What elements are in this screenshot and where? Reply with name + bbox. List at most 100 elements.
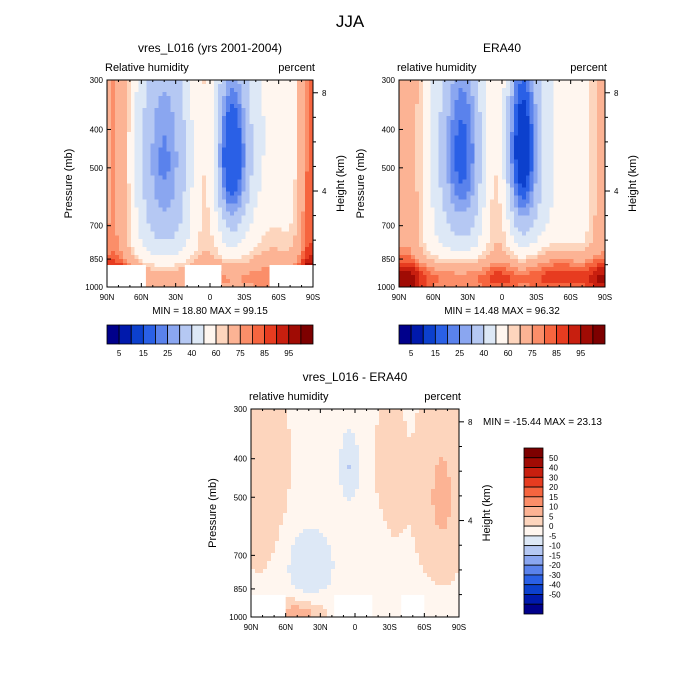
heatmap-cell — [162, 147, 168, 153]
heatmap-cell — [253, 143, 259, 149]
heatmap-cell — [146, 123, 152, 129]
heatmap-cell — [402, 239, 408, 244]
heatmap-cell — [577, 159, 582, 165]
heatmap-cell — [150, 143, 156, 149]
heatmap-cell — [593, 151, 598, 157]
heatmap-cell — [450, 207, 456, 212]
heatmap-cell — [577, 195, 582, 201]
heatmap-cell — [158, 259, 164, 264]
heatmap-cell — [430, 95, 436, 101]
heatmap-cell — [450, 167, 456, 173]
heatmap-cell — [154, 159, 160, 165]
heatmap-cell — [206, 203, 211, 208]
heatmap-cell — [217, 211, 223, 216]
heatmap-cell — [269, 127, 274, 133]
heatmap-cell — [502, 151, 507, 157]
heatmap-cell — [597, 115, 602, 121]
heatmap-cell — [261, 135, 267, 141]
heatmap-cell — [541, 95, 547, 101]
heatmap-cell — [545, 111, 551, 117]
heatmap-cell — [178, 215, 183, 220]
heatmap-cell — [482, 215, 487, 220]
heatmap-cell — [257, 175, 263, 181]
heatmap-cell — [305, 167, 310, 173]
heatmap-cell — [541, 171, 547, 177]
heatmap-cell — [601, 111, 606, 117]
heatmap-cell — [182, 191, 187, 197]
heatmap-cell — [517, 179, 523, 185]
heatmap-cell — [281, 163, 286, 169]
heatmap-cell — [225, 143, 231, 149]
heatmap-cell — [174, 247, 179, 252]
heatmap-cell — [114, 127, 120, 133]
heatmap-cell — [138, 211, 144, 216]
heatmap-cell — [249, 167, 255, 173]
heatmap-cell — [490, 143, 495, 149]
heatmap-cell — [565, 215, 570, 220]
heatmap-cell — [406, 123, 412, 129]
heatmap-cell — [130, 187, 136, 193]
heatmap-cell — [541, 195, 547, 201]
heatmap-cell — [229, 191, 235, 197]
heatmap-cell — [194, 251, 199, 256]
heatmap-cell — [589, 167, 594, 173]
heatmap-cell — [202, 131, 207, 137]
heatmap-cell — [289, 127, 294, 133]
heatmap-cell — [182, 91, 187, 97]
heatmap-cell — [107, 103, 112, 109]
heatmap-cell — [446, 99, 452, 105]
heatmap-cell — [406, 83, 412, 89]
heatmap-cell — [285, 215, 290, 220]
heatmap-cell — [170, 275, 175, 280]
heatmap-cell — [178, 143, 183, 149]
heatmap-cell — [517, 243, 523, 248]
heatmap-cell — [150, 271, 156, 276]
heatmap-cell — [122, 135, 128, 141]
heatmap-cell — [190, 83, 195, 89]
heatmap-cell — [217, 179, 223, 185]
heatmap-cell — [406, 187, 412, 193]
heatmap-cell — [229, 251, 235, 256]
heatmap-cell — [257, 143, 263, 149]
heatmap-cell — [253, 115, 259, 121]
heatmap-cell — [158, 283, 164, 288]
heatmap-cell — [573, 95, 578, 101]
heatmap-cell — [142, 191, 148, 197]
heatmap-cell — [438, 143, 444, 149]
heatmap-cell — [118, 175, 124, 181]
heatmap-cell — [486, 231, 491, 236]
heatmap-cell — [237, 267, 243, 272]
heatmap-cell — [289, 139, 294, 145]
heatmap-cell — [486, 235, 491, 240]
heatmap-cell — [505, 219, 511, 224]
heatmap-cell — [517, 239, 523, 244]
heatmap-cell — [122, 87, 128, 93]
heatmap-cell — [410, 239, 416, 244]
heatmap-cell — [138, 179, 144, 185]
heatmap-cell — [585, 99, 590, 105]
heatmap-cell — [213, 219, 219, 224]
heatmap-cell — [170, 163, 175, 169]
heatmap-cell — [513, 243, 519, 248]
heatmap-cell — [593, 211, 598, 216]
heatmap-cell — [482, 167, 487, 173]
heatmap-cell — [249, 115, 255, 121]
heatmap-cell — [517, 127, 523, 133]
heatmap-cell — [513, 151, 519, 157]
heatmap-cell — [206, 187, 211, 193]
heatmap-cell — [442, 235, 448, 240]
heatmap-cell — [261, 283, 267, 288]
heatmap-cell — [206, 243, 211, 248]
heatmap-cell — [241, 175, 247, 181]
heatmap-cell — [170, 155, 175, 161]
heatmap-cell — [257, 151, 263, 157]
heatmap-cell — [206, 259, 211, 264]
heatmap-cell — [509, 243, 515, 248]
heatmap-cell — [414, 239, 420, 244]
heatmap-cell — [309, 111, 314, 117]
heatmap-cell — [253, 199, 259, 204]
heatmap-cell — [494, 203, 499, 208]
heatmap-cell — [134, 115, 140, 121]
heatmap-cell — [418, 139, 424, 145]
heatmap-cell — [466, 223, 471, 228]
